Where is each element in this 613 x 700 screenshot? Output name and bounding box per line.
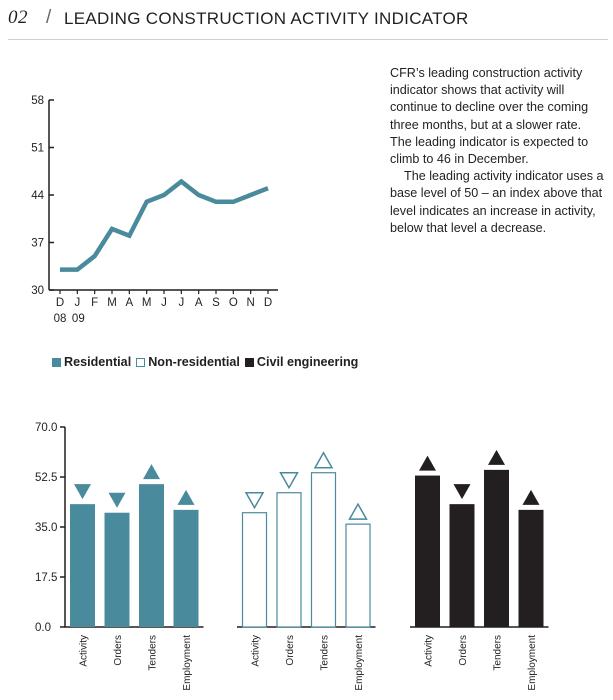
y-tick-label: 35.0 (35, 522, 57, 534)
bar (415, 475, 440, 627)
legend-label-non-residential: Non-residential (148, 355, 240, 369)
legend: Residential Non-residential Civil engine… (52, 355, 363, 369)
x-tick-label: A (125, 297, 133, 309)
series-line (60, 178, 269, 272)
trend-arrow-down (453, 484, 471, 500)
bar (310, 472, 337, 628)
legend-item-residential: Residential (52, 355, 131, 369)
legend-label-civil-engineering: Civil engineering (256, 355, 359, 369)
x-tick-label: Employment (527, 635, 538, 691)
y-tick-label: 44 (31, 190, 44, 202)
legend-item-non-residential: Non-residential (136, 355, 240, 369)
trend-arrow-down (108, 492, 126, 508)
legend-item-civil-engineering: Civil engineering (244, 355, 359, 369)
x-tick-label: Employment (354, 635, 365, 691)
trend-arrow-up (348, 502, 368, 520)
section-number: 02 (8, 7, 28, 28)
x-tick-label: Employment (182, 635, 193, 691)
header-rule (8, 39, 608, 40)
x-tick-label: N (247, 297, 255, 309)
x-tick-label: F (91, 297, 98, 309)
y-tick-label: 17.5 (35, 572, 57, 584)
bar (70, 504, 95, 627)
y-tick-label: 52.5 (35, 472, 57, 484)
bar (518, 509, 544, 627)
y-tick-label: 30 (31, 285, 44, 297)
legend-swatch-civil-engineering (244, 357, 254, 367)
bar (345, 523, 371, 628)
y-tick-label: 51 (31, 143, 44, 155)
bar (449, 504, 475, 627)
x-tick-label: J (178, 297, 184, 309)
y-tick-label: 0.0 (35, 622, 51, 634)
bar (276, 492, 302, 628)
x-tick-label: Activity (424, 635, 435, 667)
description-paragraph-2: The leading activity indicator uses a ba… (390, 169, 604, 235)
bar (139, 484, 164, 627)
page-title: LEADING CONSTRUCTION ACTIVITY INDICATOR (64, 9, 469, 28)
bar (484, 469, 509, 627)
trend-arrow-up (143, 464, 160, 480)
x-tick-label: Tenders (493, 635, 504, 671)
trend-arrow-down (244, 491, 265, 510)
x-tick-label: D (264, 297, 272, 309)
legend-swatch-residential (52, 357, 61, 367)
bar (173, 509, 199, 627)
page-header: 02 / LEADING CONSTRUCTION ACTIVITY INDIC… (8, 7, 608, 40)
x-tick-label: Orders (285, 635, 296, 666)
bar (104, 512, 130, 627)
y-tick-label: 70.0 (35, 422, 57, 434)
x-tick-label: Orders (458, 635, 469, 666)
x-tick-label: S (212, 297, 220, 309)
x-tick-label: Tenders (320, 635, 331, 671)
y-tick-label: 58 (31, 95, 44, 107)
x-tick-label: Tenders (148, 635, 159, 671)
trend-arrow-up (419, 455, 436, 471)
legend-swatch-non-residential (136, 357, 146, 367)
description: CFR’s leading construction activity indi… (390, 65, 605, 237)
x-tick-label: J (74, 297, 80, 309)
x-tick-label: D (56, 297, 64, 309)
x-tick-label: Activity (79, 635, 90, 667)
bar-chart: 0.0 17.5 35.0 52.5 70.0 Activity Orders Tenders… (35, 422, 549, 691)
x-tick-label: M (142, 297, 152, 309)
trend-arrow-up (177, 489, 195, 505)
trend-arrow-up (522, 489, 540, 505)
x-tick-label: Orders (113, 635, 124, 666)
x-tick-label: J (161, 297, 167, 309)
trend-arrow-up (313, 451, 334, 469)
trend-arrow-up (488, 449, 505, 465)
header-separator: / (46, 7, 52, 28)
description-paragraph-1: CFR’s leading construction activity indi… (390, 66, 589, 167)
y-tick-label: 37 (31, 238, 44, 250)
year-label: 08 (54, 313, 67, 325)
legend-label-residential: Residential (64, 355, 132, 369)
trend-arrow-down (279, 471, 299, 490)
year-label: 09 (72, 313, 85, 325)
bar (241, 512, 268, 628)
x-tick-label: A (195, 297, 203, 309)
x-tick-label: M (107, 297, 117, 309)
trend-arrow-down (74, 484, 91, 500)
x-tick-label: Activity (251, 635, 262, 667)
x-tick-label: O (229, 297, 238, 309)
